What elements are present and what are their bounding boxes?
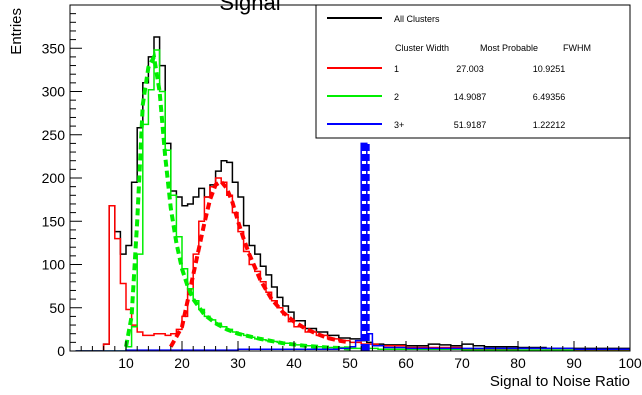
y-tick-label: 150	[42, 213, 66, 229]
legend: All Clusters 1 27.003 10.9251 2 14.9087 6.4935…	[315, 4, 631, 139]
legend-label: 1	[394, 64, 399, 74]
x-tick-label: 10	[118, 355, 134, 371]
legend-label: 2	[394, 92, 399, 102]
legend-label: 3+	[394, 120, 404, 130]
y-tick-label: 200	[42, 170, 66, 186]
x-tick-label: 80	[510, 355, 526, 371]
y-tick-label: 300	[42, 84, 66, 100]
x-tick-label: 40	[286, 355, 302, 371]
y-tick-label: 250	[42, 127, 66, 143]
x-tick-label: 70	[454, 355, 470, 371]
legend-most-probable: 14.9087	[454, 92, 487, 102]
x-tick-label: 60	[398, 355, 414, 371]
series-2-fit-line	[124, 50, 351, 351]
legend-fwhm: 6.49356	[533, 92, 566, 102]
x-tick-label: 90	[566, 355, 582, 371]
x-axis-label: Signal to Noise Ratio	[490, 373, 630, 390]
legend-column-header: Cluster Width	[395, 43, 449, 53]
y-tick-label: 50	[49, 300, 65, 316]
legend-most-probable: 51.9187	[454, 120, 487, 130]
y-tick-label: 350	[42, 40, 66, 56]
x-tick-label: 30	[230, 355, 246, 371]
series-1-fit-line	[169, 178, 351, 348]
y-tick-label: 100	[42, 257, 66, 273]
legend-fwhm: 10.9251	[533, 64, 566, 74]
legend-column-header: FWHM	[563, 43, 591, 53]
legend-column-header: Most Probable	[480, 43, 538, 53]
x-tick-label: 50	[342, 355, 358, 371]
y-tick-label: 0	[57, 343, 65, 359]
x-tick-label: 100	[618, 355, 642, 371]
y-axis-label: Entries	[8, 8, 25, 55]
legend-fwhm: 1.22212	[533, 120, 566, 130]
series-all-clusters-line	[75, 36, 630, 351]
chart-title: Signal	[219, 0, 280, 15]
x-tick-label: 20	[174, 355, 190, 371]
legend-most-probable: 27.003	[456, 64, 484, 74]
legend-box	[315, 4, 631, 139]
legend-label: All Clusters	[394, 14, 440, 24]
